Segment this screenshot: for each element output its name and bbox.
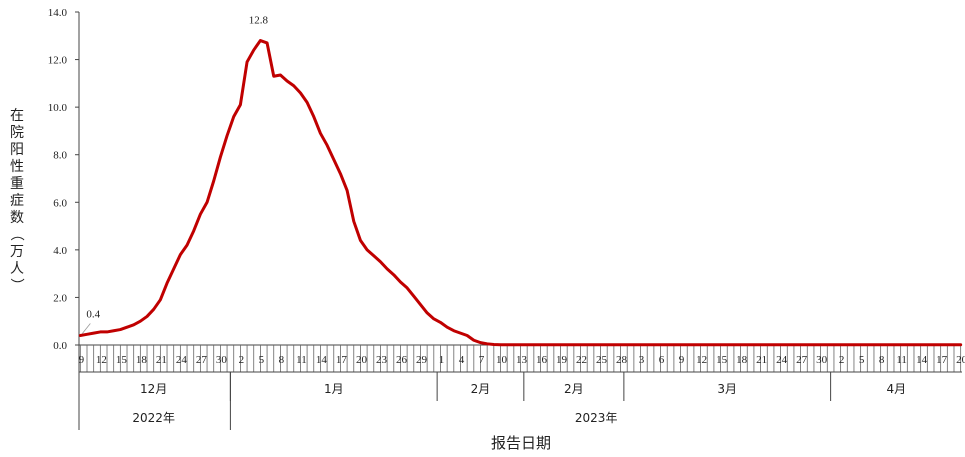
x-day-label: 10: [496, 354, 508, 366]
y-axis-title-char: 阳: [10, 142, 24, 158]
x-day-label: 16: [536, 354, 548, 366]
y-axis-title-char: 在: [10, 108, 24, 124]
x-day-label: 4: [459, 354, 465, 366]
x-day-label: 29: [416, 354, 428, 366]
x-day-label: 12: [696, 354, 707, 366]
x-day-label: 1: [439, 354, 445, 366]
x-axis-title: 报告日期: [491, 434, 551, 452]
x-day-label: 18: [136, 354, 148, 366]
annotation-leader: [82, 323, 91, 334]
x-day-label: 13: [516, 354, 528, 366]
y-tick-label: 14.0: [48, 7, 68, 19]
y-axis-title-char: 人: [10, 261, 24, 277]
x-day-label: 23: [376, 354, 388, 366]
x-day-label: 25: [596, 354, 608, 366]
month-label: 1月: [324, 382, 344, 396]
x-day-label: 14: [916, 354, 928, 366]
x-day-label: 8: [879, 354, 885, 366]
month-label: 2月: [471, 382, 491, 396]
y-tick-label: 10.0: [48, 102, 68, 114]
x-day-label: 14: [316, 354, 328, 366]
x-day-label: 24: [176, 354, 188, 366]
x-day-label: 11: [896, 354, 907, 366]
x-day-label: 26: [396, 354, 408, 366]
month-label: 2月: [564, 382, 584, 396]
x-day-label: 15: [116, 354, 128, 366]
x-day-label: 2: [239, 354, 245, 366]
x-day-label: 30: [816, 354, 828, 366]
y-tick-label: 4.0: [53, 245, 67, 257]
x-day-label: 20: [356, 354, 368, 366]
x-day-label: 22: [576, 354, 587, 366]
y-axis-title-char: 症: [10, 193, 24, 209]
data-label-peak: 12.8: [249, 15, 269, 27]
x-day-label: 19: [556, 354, 568, 366]
x-day-label: 7: [479, 354, 485, 366]
x-day-label: 18: [736, 354, 748, 366]
x-day-label: 5: [859, 354, 865, 366]
x-day-label: 3: [639, 354, 645, 366]
x-day-label: 11: [296, 354, 307, 366]
y-axis-title-char: 万: [10, 244, 24, 260]
year-label: 2022年: [132, 411, 175, 425]
labels-layer: 0.02.04.06.08.010.012.014.09 12 15 18 21 24 27…: [8, 7, 965, 452]
y-tick-label: 2.0: [53, 292, 67, 304]
x-day-label: 24: [776, 354, 788, 366]
x-day-label: 28: [616, 354, 628, 366]
x-day-label: 17: [936, 354, 948, 366]
data-label-start: 0.4: [86, 308, 100, 320]
y-tick-label: 12.0: [48, 55, 68, 67]
x-day-label: 17: [336, 354, 348, 366]
y-axis-title-char: 性: [10, 159, 24, 175]
x-day-label: 6: [659, 354, 665, 366]
x-day-label: 27: [196, 354, 208, 366]
y-tick-label: 8.0: [53, 150, 67, 162]
x-day-label: 20: [956, 354, 965, 366]
x-day-label: 21: [156, 354, 167, 366]
y-axis-title-char: （: [8, 227, 24, 241]
x-day-label: 27: [796, 354, 808, 366]
x-day-label: 9: [79, 354, 85, 366]
x-day-label: 12: [96, 354, 107, 366]
y-axis-title-char: 数: [10, 210, 24, 226]
series-layer: [78, 39, 963, 347]
x-day-label: 8: [279, 354, 285, 366]
month-label: 4月: [886, 382, 906, 396]
x-day-label: 21: [756, 354, 767, 366]
y-tick-label: 6.0: [53, 197, 67, 209]
x-day-label: 2: [839, 354, 845, 366]
month-label: 3月: [717, 382, 737, 396]
y-tick-label: 0.0: [53, 340, 67, 352]
y-axis-title-char: 重: [10, 176, 24, 192]
series-line: [78, 39, 963, 347]
x-day-label: 15: [716, 354, 728, 366]
x-day-label: 5: [259, 354, 265, 366]
year-label: 2023年: [575, 411, 618, 425]
y-axis-title-char: ）: [8, 278, 24, 292]
x-day-label: 9: [679, 354, 685, 366]
x-day-label: 30: [216, 354, 228, 366]
month-label: 12月: [140, 382, 167, 396]
y-axis-title-char: 院: [10, 125, 24, 141]
axes: [75, 11, 962, 430]
